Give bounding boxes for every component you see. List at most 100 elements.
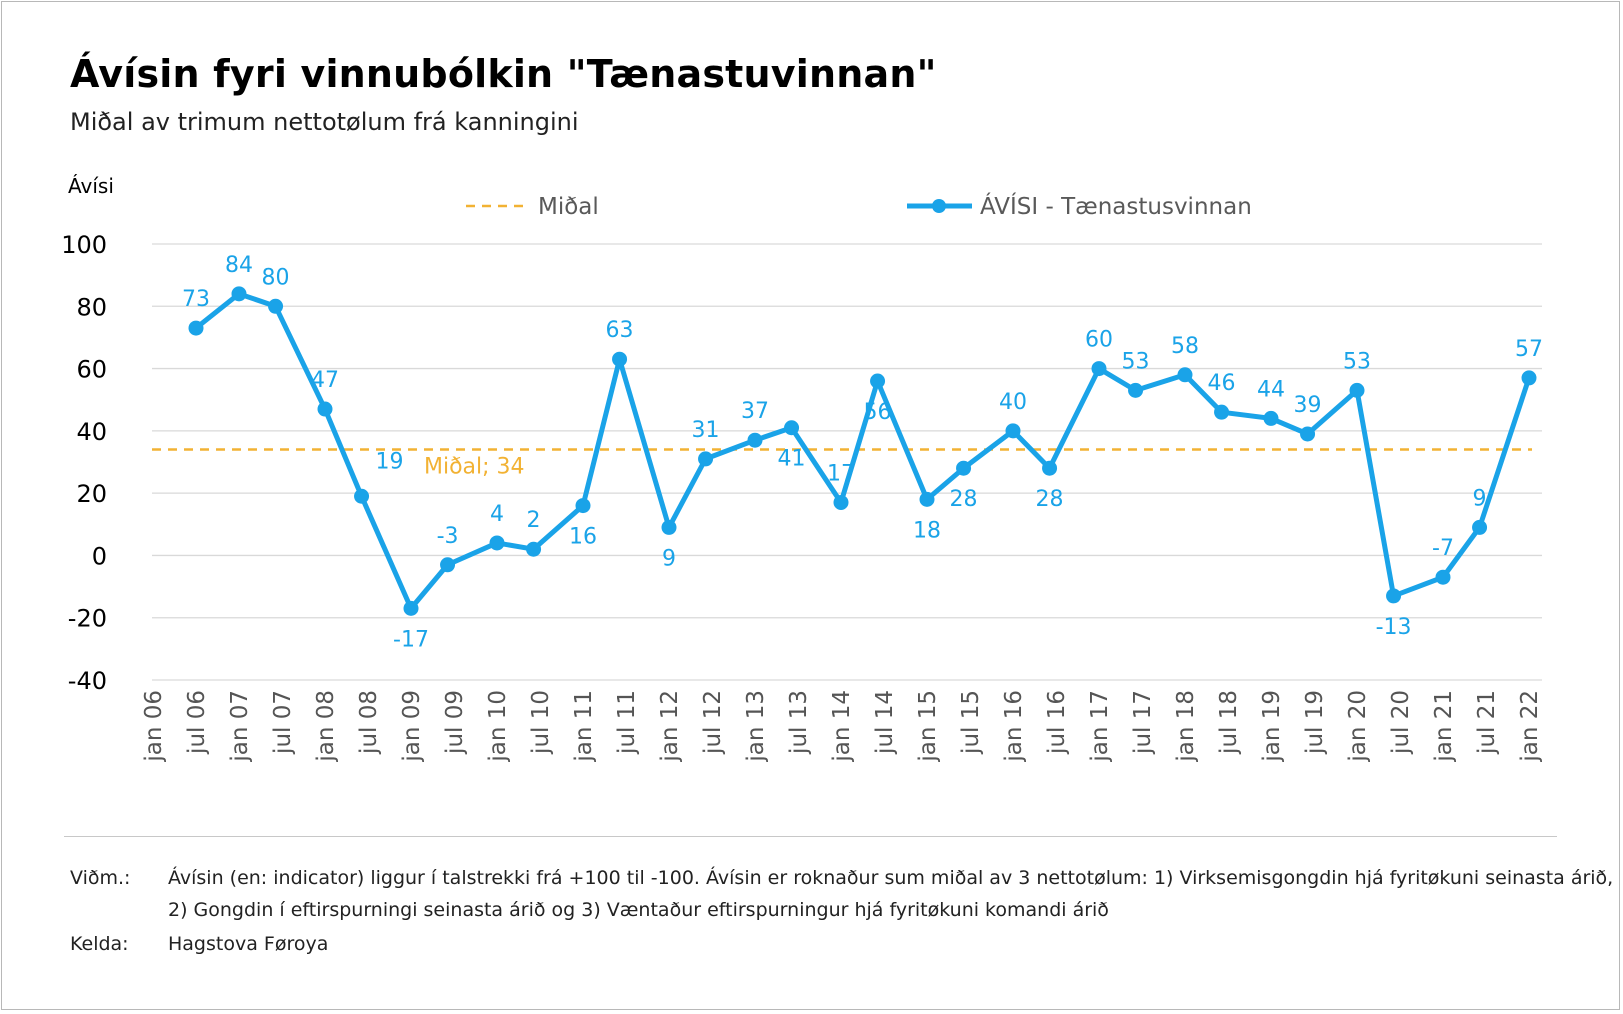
y-tick-label: 80 <box>76 293 107 321</box>
x-tick-label: jul 08 <box>356 690 382 755</box>
y-axis-label: Ávísi <box>68 174 114 198</box>
data-label: 53 <box>1343 349 1371 374</box>
data-point <box>1177 367 1193 383</box>
data-label: 80 <box>262 265 290 290</box>
data-label: 60 <box>1085 328 1113 353</box>
x-tick-label: jan 14 <box>829 690 855 763</box>
x-tick-label: jan 16 <box>1001 690 1027 763</box>
data-label: 46 <box>1208 371 1236 396</box>
chart-title: Ávísin fyri vinnubólkin "Tænastuvinnan" <box>70 52 937 96</box>
y-tick-label: 100 <box>61 231 107 259</box>
data-labels: 73 84 80 47 19 -17 -3 4 2 16 63 9 31 37 41 17 56 18 28 40 28… <box>182 253 1543 653</box>
data-label: 18 <box>913 518 941 543</box>
data-label: 17 <box>827 461 855 486</box>
x-tick-label: jul 07 <box>270 690 296 755</box>
data-point <box>956 460 972 476</box>
data-point <box>489 535 505 551</box>
x-tick-label: jan 09 <box>399 690 425 763</box>
x-tick-label: jan 07 <box>227 690 253 763</box>
footer-separator <box>64 836 1557 837</box>
x-axis-ticks: jan 06 jul 06 jan 07 jul 07 jan 08 jul 08 jan … <box>141 690 1543 763</box>
x-tick-label: jul 16 <box>1044 690 1070 755</box>
data-point <box>403 600 419 616</box>
data-point <box>612 351 628 367</box>
x-tick-label: jul 06 <box>184 690 210 755</box>
data-point <box>698 451 714 467</box>
data-point <box>870 373 886 389</box>
x-tick-label: jan 17 <box>1087 690 1113 763</box>
source-key: Kelda: <box>70 933 129 955</box>
series-group <box>188 286 1537 616</box>
x-tick-label: jul 10 <box>528 690 554 755</box>
data-label: 44 <box>1257 377 1285 402</box>
data-label: 57 <box>1515 337 1543 362</box>
note-line-2: 2) Gongdin í eftirspurningi seinasta ári… <box>168 899 1109 921</box>
average-line-group: Miðal; 34 <box>152 448 1532 480</box>
data-label: 47 <box>311 368 339 393</box>
legend-series-marker <box>932 199 946 213</box>
legend: Miðal ÁVÍSI - Tænastusvinnan <box>466 192 1252 220</box>
data-point <box>747 432 763 448</box>
average-label: Miðal; 34 <box>424 455 525 480</box>
data-label: 28 <box>950 487 978 512</box>
data-label: 40 <box>999 390 1027 415</box>
data-point <box>231 286 247 302</box>
data-label: 73 <box>182 287 210 312</box>
data-label: 39 <box>1294 393 1322 418</box>
data-point <box>440 557 456 573</box>
x-tick-label: jul 14 <box>872 690 898 755</box>
x-tick-label: jul 21 <box>1474 690 1500 755</box>
data-point <box>188 320 204 336</box>
data-point <box>1300 426 1316 442</box>
data-label: 9 <box>1473 486 1487 511</box>
y-tick-label: 60 <box>76 356 107 384</box>
data-point <box>575 498 591 514</box>
line-chart: 100 80 60 40 20 0 -20 -40 Ávísi Miðal; 34 73 84 8… <box>61 174 1543 763</box>
data-point <box>354 488 370 504</box>
note-key: Viðm.: <box>70 867 131 889</box>
x-tick-label: jan 18 <box>1173 690 1199 763</box>
x-tick-label: jan 15 <box>915 690 941 763</box>
y-axis-ticks: 100 80 60 40 20 0 -20 -40 <box>61 231 107 695</box>
x-tick-label: jul 13 <box>786 690 812 755</box>
x-tick-label: jan 22 <box>1517 690 1543 763</box>
data-point <box>1128 382 1144 398</box>
data-point <box>1349 382 1365 398</box>
x-tick-label: jan 13 <box>743 690 769 763</box>
data-point <box>1263 410 1279 426</box>
data-label: 2 <box>527 508 541 533</box>
data-point <box>1042 460 1058 476</box>
legend-series-label: ÁVÍSI - Tænastusvinnan <box>980 192 1252 220</box>
source-value: Hagstova Føroya <box>168 933 329 955</box>
data-point <box>1386 588 1402 604</box>
data-point <box>1214 404 1230 420</box>
data-point <box>526 541 542 557</box>
legend-average-label: Miðal <box>538 194 599 220</box>
x-tick-label: jan 12 <box>657 690 683 763</box>
data-label: 53 <box>1122 349 1150 374</box>
x-tick-label: jul 19 <box>1302 690 1328 755</box>
data-label: 41 <box>778 447 806 472</box>
data-label: -17 <box>393 627 429 652</box>
x-tick-label: jul 17 <box>1130 690 1156 755</box>
data-label: 58 <box>1171 334 1199 359</box>
data-point <box>784 420 800 436</box>
data-label: -7 <box>1432 536 1454 561</box>
x-tick-label: jan 06 <box>141 690 167 763</box>
data-label: -13 <box>1376 615 1412 640</box>
y-tick-label: -40 <box>68 667 107 695</box>
x-tick-label: jan 08 <box>313 690 339 763</box>
data-label: 4 <box>490 502 504 527</box>
x-tick-label: jan 10 <box>485 690 511 763</box>
x-tick-label: jul 11 <box>614 690 640 755</box>
data-label: 56 <box>864 400 892 425</box>
data-label: 16 <box>569 525 597 550</box>
y-tick-label: 40 <box>76 418 107 446</box>
data-point <box>919 491 935 507</box>
y-tick-label: 20 <box>76 480 107 508</box>
data-label: 28 <box>1036 487 1064 512</box>
data-point <box>1005 423 1021 439</box>
data-point <box>1435 569 1451 585</box>
data-label: 37 <box>741 399 769 424</box>
y-tick-label: 0 <box>92 542 107 570</box>
